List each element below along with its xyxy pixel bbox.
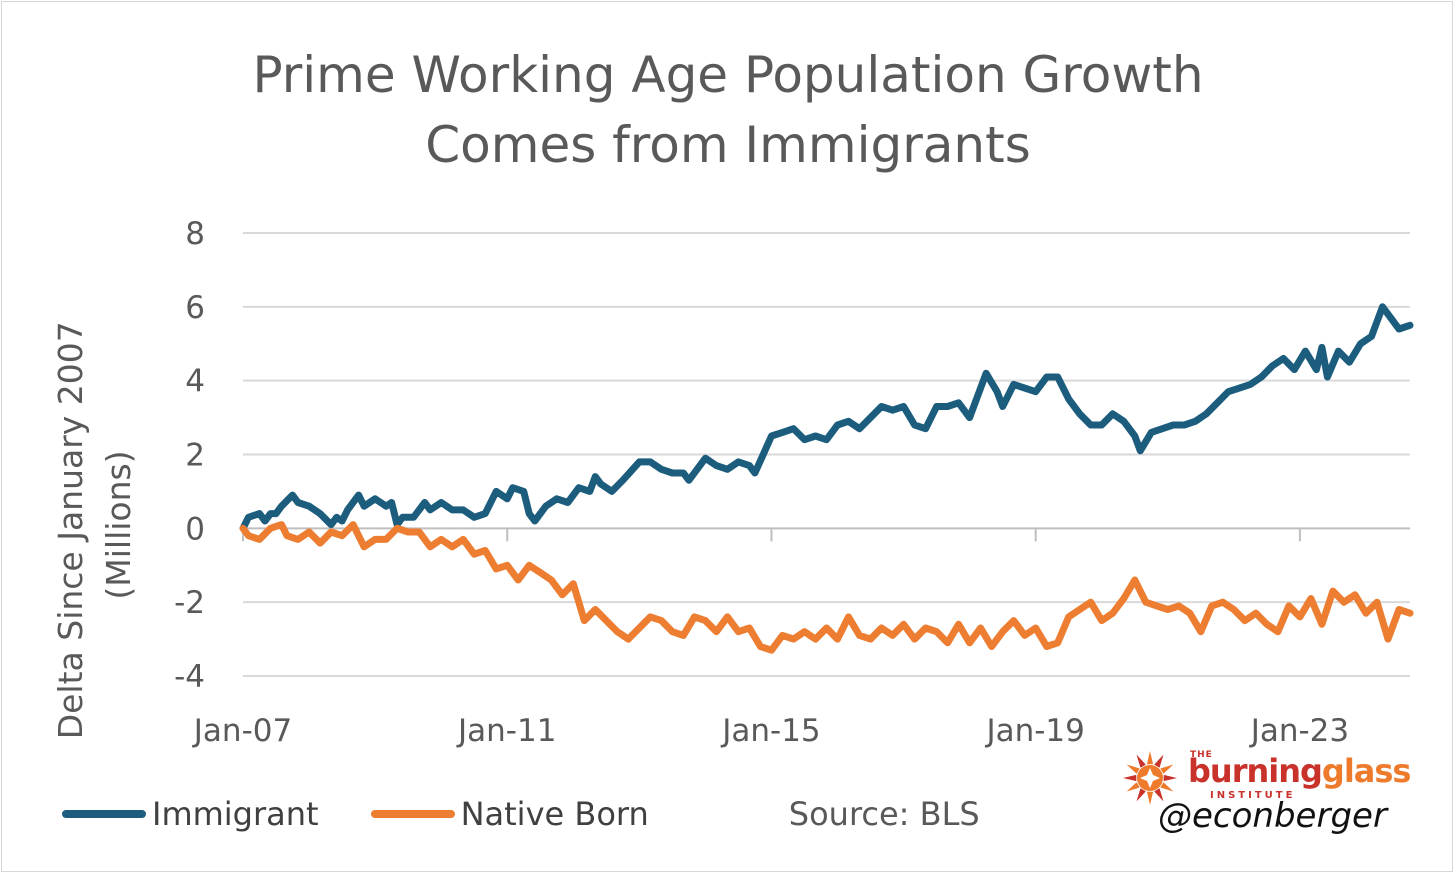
y-axis-label-line-1: Delta Since January 2007 — [51, 321, 90, 739]
legend-label-native-born: Native Born — [460, 795, 649, 833]
legend-item-native-born: Native Born — [370, 795, 649, 833]
logo-the-text: THE — [1190, 750, 1213, 760]
y-tick-label: 2 — [185, 438, 205, 474]
y-tick-label: 8 — [185, 216, 205, 252]
chart-title: Prime Working Age Population Growth Come… — [0, 40, 1456, 180]
y-axis-label-line-2: (Millions) — [99, 450, 138, 599]
logo-word-burning: burning — [1188, 752, 1323, 790]
burning-glass-logo: THE burningglass INSTITUTE @econberger — [1118, 748, 1438, 840]
x-tick-labels: Jan-07 Jan-11 Jan-15 Jan-19 Jan-23 — [192, 713, 1349, 749]
sun-logo-icon — [1123, 751, 1177, 805]
y-tick-label: 6 — [185, 290, 205, 326]
y-tick-labels: 8 6 4 2 0 -2 -4 — [174, 216, 205, 695]
y-tick-label: -4 — [174, 659, 205, 695]
author-handle: @econberger — [1158, 796, 1387, 836]
legend-label-immigrant: Immigrant — [152, 795, 319, 833]
legend-item-immigrant: Immigrant — [62, 795, 319, 833]
series-line-immigrant — [239, 303, 1414, 532]
y-tick-label: 0 — [185, 511, 205, 547]
legend-swatch-immigrant — [62, 810, 146, 818]
source-note: Source: BLS — [788, 795, 980, 833]
series-line-native-born — [239, 521, 1414, 654]
x-tick-label: Jan-11 — [456, 713, 556, 749]
chart-title-line-2: Comes from Immigrants — [425, 116, 1031, 174]
y-tick-label: 4 — [185, 364, 205, 400]
logo-institute-text: INSTITUTE — [1210, 790, 1296, 801]
x-tick-label: Jan-15 — [720, 713, 820, 749]
chart-title-line-1: Prime Working Age Population Growth — [252, 46, 1204, 104]
x-tick-label: Jan-07 — [192, 713, 292, 749]
logo-word-glass: glass — [1321, 752, 1412, 790]
x-tick-label: Jan-23 — [1249, 713, 1349, 749]
legend: Immigrant Native Born Source: BLS — [62, 792, 980, 836]
logo-wordmark: burningglass — [1188, 752, 1412, 790]
legend-swatch-native-born — [370, 810, 455, 818]
x-tick-label: Jan-19 — [984, 713, 1084, 749]
y-tick-label: -2 — [174, 585, 205, 621]
y-axis-label: Delta Since January 2007 (Millions) — [51, 311, 138, 740]
series-lines — [239, 303, 1414, 654]
